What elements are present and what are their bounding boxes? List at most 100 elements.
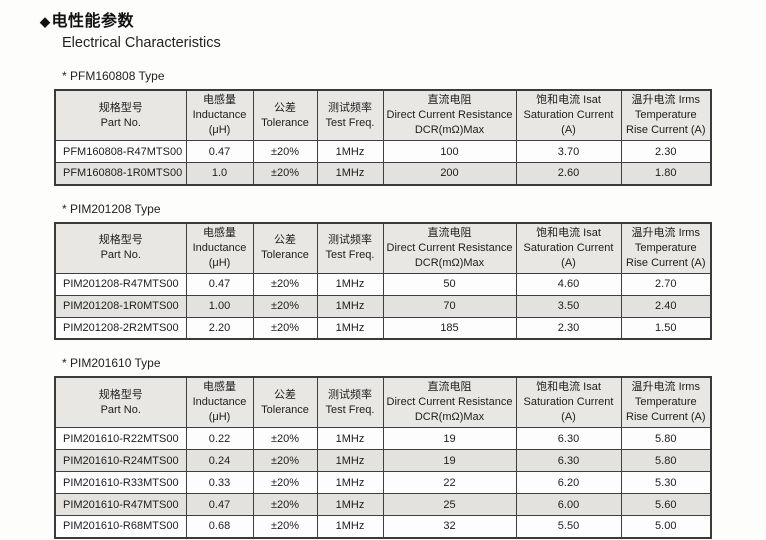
cell-tolerance: ±20%	[252, 515, 318, 538]
column-header-isat: 饱和电流 Isat Saturation Current (A)	[515, 376, 622, 428]
cell-test-freq: 1MHz	[316, 515, 384, 538]
cell-part-no: PIM201208-2R2MTS00	[54, 316, 187, 340]
column-header-irms: 温升电流 Irms Temperature Rise Current (A)	[620, 376, 712, 428]
cell-irms: 1.80	[620, 162, 712, 185]
cell-part-no: PIM201610-R33MTS00	[54, 471, 187, 494]
cell-irms: 5.80	[620, 449, 712, 472]
cell-test-freq: 1MHz	[316, 162, 384, 185]
column-header-line: Test Freq.	[325, 249, 375, 261]
table-row: PIM201208-R47MTS00 0.47 ±20% 1MHz 50 4.60 2.70	[54, 272, 712, 296]
cell-part-no: PIM201208-1R0MTS00	[54, 294, 187, 318]
column-header-line: (μH)	[208, 124, 231, 136]
spec-table: 规格型号 Part No. 电感量 Inductance (μH) 公差 Tolerance…	[54, 221, 712, 340]
cell-dcr: 70	[382, 294, 517, 318]
column-header-line: Part No.	[100, 249, 141, 261]
column-header-line: 测试频率	[328, 101, 372, 114]
table-row: PIM201610-R24MTS00 0.24 ±20% 1MHz 19 6.30 5.80	[54, 449, 712, 472]
table-row: PIM201208-2R2MTS00 2.20 ±20% 1MHz 185 2.30 1.5…	[54, 316, 712, 340]
column-header-dcr: 直流电阻 Direct Current Resistance DCR(mΩ)Max	[382, 89, 517, 141]
column-header-line: 直流电阻	[427, 94, 472, 106]
column-header-line: 温升电流 Irms	[631, 94, 700, 106]
column-header-line: Part No.	[100, 116, 141, 129]
cell-isat: 3.70	[515, 140, 622, 163]
table-row: PIM201610-R33MTS00 0.33 ±20% 1MHz 22 6.20 5.30	[54, 471, 712, 494]
cell-tolerance: ±20%	[252, 294, 318, 318]
cell-tolerance: ±20%	[252, 272, 318, 296]
cell-dcr: 22	[382, 471, 517, 494]
table-row: PIM201208-1R0MTS00 1.00 ±20% 1MHz 70 3.50 2.40	[54, 294, 712, 318]
cell-isat: 6.00	[515, 493, 622, 516]
column-header-line: (A)	[561, 411, 576, 423]
column-header-line: Saturation Current	[523, 396, 614, 408]
column-header-inductance: 电感量 Inductance (μH)	[185, 222, 254, 274]
cell-dcr: 25	[382, 493, 517, 516]
cell-inductance: 2.20	[185, 316, 254, 340]
cell-dcr: 50	[382, 272, 517, 296]
cell-test-freq: 1MHz	[316, 493, 384, 516]
cell-test-freq: 1MHz	[316, 471, 384, 494]
cell-test-freq: 1MHz	[316, 140, 384, 163]
column-header-line: (A)	[561, 256, 576, 269]
column-header-part-no: 规格型号 Part No.	[54, 89, 187, 141]
cell-tolerance: ±20%	[252, 162, 318, 185]
column-header-line: 规格型号	[98, 234, 143, 246]
column-header-line: 温升电流 Irms	[631, 226, 700, 239]
cell-isat: 4.60	[515, 272, 622, 296]
header-row: 规格型号 Part No. 电感量 Inductance (μH) 公差 Tolerance…	[54, 89, 712, 141]
column-header-dcr: 直流电阻 Direct Current Resistance DCR(mΩ)Max	[382, 376, 517, 428]
cell-part-no: PIM201610-R22MTS00	[54, 427, 187, 450]
cell-irms: 5.00	[620, 515, 712, 538]
cell-irms: 5.60	[620, 493, 712, 516]
column-header-tolerance: 公差 Tolerance	[252, 222, 318, 274]
column-header-line: 直流电阻	[427, 381, 472, 393]
cell-part-no: PIM201610-R68MTS00	[54, 515, 187, 538]
column-header-line: 电感量	[203, 94, 236, 106]
column-header-irms: 温升电流 Irms Temperature Rise Current (A)	[620, 89, 712, 141]
column-header-line: Tolerance	[261, 116, 309, 129]
table-title: * PIM201610 Type	[62, 356, 161, 370]
column-header-line: Inductance	[192, 241, 247, 254]
cell-isat: 2.30	[515, 316, 622, 340]
column-header-line: Temperature	[634, 109, 697, 121]
column-header-line: DCR(mΩ)Max	[414, 256, 485, 269]
cell-dcr: 19	[382, 427, 517, 450]
diamond-bullet-icon: ◆	[40, 14, 51, 29]
cell-dcr: 32	[382, 515, 517, 538]
cell-inductance: 0.68	[185, 515, 254, 538]
cell-part-no: PFM160808-1R0MTS00	[54, 162, 187, 185]
cell-isat: 5.50	[515, 515, 622, 538]
column-header-line: 饱和电流 Isat	[536, 226, 601, 239]
cell-inductance: 0.47	[185, 272, 254, 296]
column-header-line: 测试频率	[328, 234, 372, 246]
column-header-irms: 温升电流 Irms Temperature Rise Current (A)	[620, 222, 712, 274]
column-header-line: Test Freq.	[325, 403, 375, 416]
column-header-line: Tolerance	[261, 249, 309, 261]
column-header-isat: 饱和电流 Isat Saturation Current (A)	[515, 89, 622, 141]
column-header-line: (A)	[561, 124, 576, 136]
column-header-line: Rise Current (A)	[626, 256, 706, 269]
cell-dcr: 19	[382, 449, 517, 472]
column-header-line: 饱和电流 Isat	[536, 381, 601, 393]
column-header-line: Saturation Current	[523, 241, 614, 254]
cell-irms: 2.70	[620, 272, 712, 296]
column-header-line: DCR(mΩ)Max	[414, 411, 485, 423]
column-header-line: 公差	[274, 388, 296, 401]
cell-inductance: 1.00	[185, 294, 254, 318]
cell-test-freq: 1MHz	[316, 316, 384, 340]
cell-isat: 6.30	[515, 427, 622, 450]
cell-irms: 1.50	[620, 316, 712, 340]
column-header-line: 公差	[274, 234, 296, 246]
cell-inductance: 0.24	[185, 449, 254, 472]
cell-tolerance: ±20%	[252, 493, 318, 516]
column-header-tolerance: 公差 Tolerance	[252, 89, 318, 141]
cell-irms: 2.30	[620, 140, 712, 163]
table-row: PFM160808-1R0MTS00 1.0 ±20% 1MHz 200 2.60 1.80	[54, 162, 712, 185]
page-title-cn: 电性能参数	[51, 13, 135, 30]
cell-tolerance: ±20%	[252, 316, 318, 340]
column-header-isat: 饱和电流 Isat Saturation Current (A)	[515, 222, 622, 274]
cell-isat: 6.30	[515, 449, 622, 472]
cell-part-no: PIM201610-R47MTS00	[54, 493, 187, 516]
column-header-line: 温升电流 Irms	[631, 381, 700, 393]
tables-container: * PFM160808 Type 规格型号 Part No. 电感量 Inductanc…	[0, 69, 766, 539]
